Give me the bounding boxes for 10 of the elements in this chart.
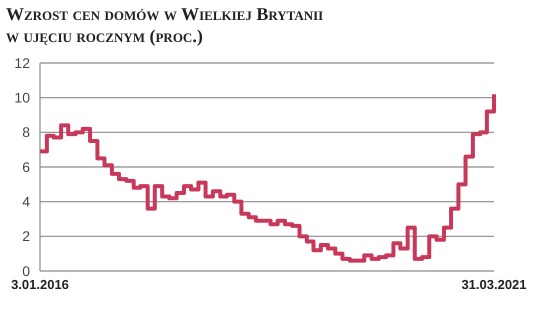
y-tick-label: 0 bbox=[22, 262, 30, 279]
y-tick-label: 10 bbox=[14, 90, 30, 106]
y-tick-label: 12 bbox=[14, 54, 30, 71]
y-tick-label: 6 bbox=[22, 158, 30, 175]
y-tick-label: 2 bbox=[22, 228, 30, 244]
y-tick-label: 8 bbox=[22, 124, 30, 140]
x-tick-label: 31.03.2021 bbox=[461, 277, 527, 292]
x-tick-label: 3.01.2016 bbox=[11, 277, 69, 292]
y-tick-label: 4 bbox=[22, 194, 30, 210]
chart-title: Wzrost cen domów w Wielkiej Brytanii w ujęciu rocznym (proc.) bbox=[6, 4, 324, 46]
